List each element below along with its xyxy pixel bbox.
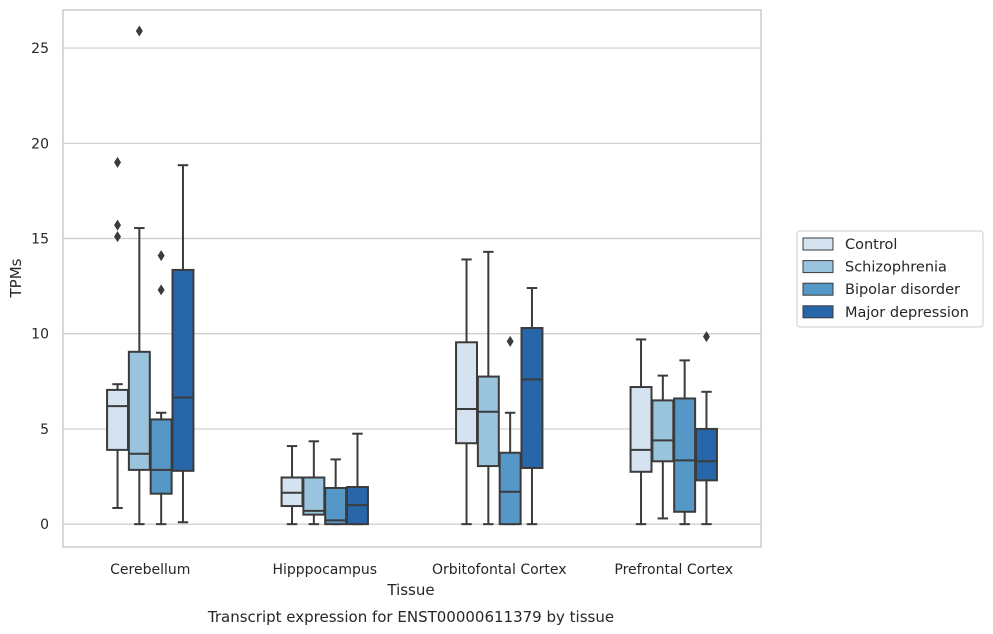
y-tick-label: 0: [40, 517, 49, 533]
box-control: [106, 156, 130, 509]
legend: Control Schizophrenia Bipolar disorder Majo…: [796, 230, 984, 328]
box-body: [629, 386, 653, 473]
box-bipolar-disorder: [149, 250, 173, 526]
x-tick-label: Hipppocampus: [272, 562, 377, 578]
x-axis-title: Tissue: [386, 581, 434, 599]
box-body: [149, 418, 173, 495]
legend-swatch: [802, 305, 834, 319]
box-body: [127, 350, 151, 471]
legend-label: Schizophrenia: [845, 260, 947, 276]
legend-label: Control: [845, 237, 897, 253]
legend-label: Bipolar disorder: [845, 282, 960, 298]
legend-frame: [796, 230, 984, 328]
box-schizophrenia: [127, 25, 151, 526]
legend-swatch: [802, 282, 834, 296]
plot-frame: [62, 9, 762, 548]
box-body: [673, 397, 697, 513]
box-groups: [106, 25, 718, 526]
y-tick-label: 5: [40, 422, 49, 438]
box-bipolar-disorder: [498, 335, 522, 526]
box-bipolar-disorder: [673, 359, 697, 526]
box-body: [324, 486, 348, 526]
y-axis-title: TPMs: [7, 258, 25, 298]
outlier-point: [702, 331, 710, 343]
outlier-point: [114, 219, 122, 231]
box-body: [302, 476, 326, 516]
y-tick-label: 20: [31, 136, 49, 152]
legend-swatch: [802, 260, 834, 274]
x-tick-label: Orbitofontal Cortex: [432, 562, 567, 578]
outlier-point: [114, 231, 122, 243]
outlier-point: [506, 335, 514, 347]
box-body: [476, 375, 500, 468]
chart-caption: Transcript expression for ENST0000061137…: [207, 608, 614, 626]
box-major-depression: [345, 432, 369, 526]
box-control: [280, 445, 304, 526]
legend-swatch: [802, 237, 834, 251]
box-body: [498, 451, 522, 526]
box-schizophrenia: [302, 440, 326, 526]
outlier-point: [135, 25, 143, 37]
box-major-depression: [694, 331, 718, 526]
y-tick-labels: 0 5 10 15 20 25: [31, 41, 49, 533]
box-schizophrenia: [651, 374, 675, 520]
box-body: [694, 427, 718, 482]
box-body: [455, 341, 479, 445]
box-bipolar-disorder: [324, 458, 348, 526]
outlier-point: [114, 156, 122, 168]
x-tick-label: Cerebellum: [110, 562, 190, 578]
y-tick-label: 15: [31, 232, 49, 248]
x-tick-labels: Cerebellum Hipppocampus Orbitofontal Corte…: [110, 562, 733, 578]
y-tick-label: 25: [31, 41, 49, 57]
box-major-depression: [520, 287, 544, 526]
box-control: [629, 338, 653, 526]
box-body: [651, 399, 675, 463]
box-control: [455, 258, 479, 526]
box-body: [520, 327, 544, 469]
box-major-depression: [171, 164, 195, 524]
outlier-point: [157, 284, 165, 296]
box-schizophrenia: [476, 250, 500, 526]
box-body: [171, 268, 195, 472]
x-tick-label: Prefrontal Cortex: [614, 562, 733, 578]
legend-label: Major depression: [845, 305, 969, 321]
outlier-point: [157, 250, 165, 262]
y-tick-label: 10: [31, 327, 49, 343]
box-body: [106, 388, 130, 451]
